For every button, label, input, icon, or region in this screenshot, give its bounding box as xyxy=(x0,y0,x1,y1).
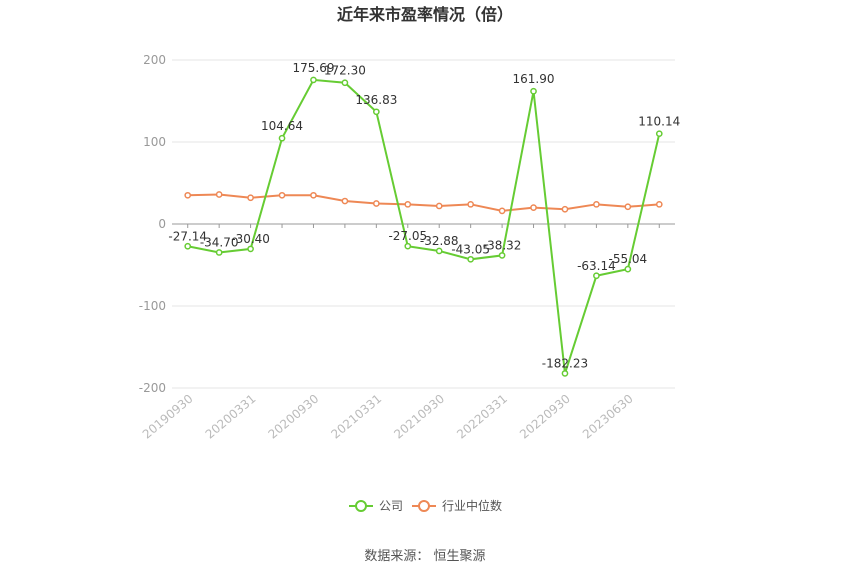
data-point-company[interactable] xyxy=(593,272,600,280)
x-tick-label: 20190930 xyxy=(140,392,196,442)
data-point-industry-median[interactable] xyxy=(624,203,632,211)
data-point-company[interactable] xyxy=(561,370,569,377)
data-point-company[interactable] xyxy=(184,242,192,250)
legend-item-industry-median[interactable]: 行业中位数 xyxy=(412,498,502,513)
x-tick-label: 20220331 xyxy=(454,392,510,442)
data-point-industry-median[interactable] xyxy=(593,200,600,208)
data-label: -27.05 xyxy=(388,229,427,243)
data-point-company[interactable] xyxy=(247,245,254,253)
series-line-company xyxy=(187,78,661,374)
data-point-industry-median[interactable] xyxy=(184,191,192,199)
chart-title: 近年来市盈率情况（倍） xyxy=(337,5,513,24)
data-point-industry-median[interactable] xyxy=(341,197,349,205)
data-label: -43.05 xyxy=(451,242,490,256)
x-tick-label: 20200331 xyxy=(203,392,259,442)
series-line-industry-median xyxy=(187,193,660,212)
data-label: 172.30 xyxy=(324,64,366,78)
x-axis: 20190930 20200331 20200930 20210331 20210930… xyxy=(140,224,660,442)
x-tick-label: 20230630 xyxy=(580,392,636,442)
data-point-company[interactable] xyxy=(624,265,632,273)
x-tick-label: 20210930 xyxy=(391,392,447,442)
x-tick-label: 20210331 xyxy=(328,392,384,442)
data-label: 175.69 xyxy=(292,61,334,75)
data-point-company[interactable] xyxy=(530,87,537,95)
legend-marker-industry-median xyxy=(418,500,430,512)
legend-label-industry-median: 行业中位数 xyxy=(442,498,502,513)
data-point-industry-median[interactable] xyxy=(278,191,286,199)
data-point-industry-median[interactable] xyxy=(561,205,569,213)
y-tick-label: -100 xyxy=(139,299,166,313)
data-label: -63.14 xyxy=(577,259,616,273)
x-tick-label: 20220930 xyxy=(517,392,573,442)
data-point-company[interactable] xyxy=(498,252,506,259)
data-label: -30.40 xyxy=(231,232,270,246)
data-label: 136.83 xyxy=(355,93,397,107)
y-tick-label: -200 xyxy=(139,381,166,395)
data-point-company[interactable] xyxy=(341,79,349,87)
y-tick-label: 0 xyxy=(158,217,166,231)
data-point-company[interactable] xyxy=(215,249,223,256)
data-point-company[interactable] xyxy=(278,134,286,142)
data-point-industry-median[interactable] xyxy=(655,200,663,208)
data-point-company[interactable] xyxy=(435,247,443,255)
data-label: 161.90 xyxy=(513,72,555,86)
y-axis: 200 100 0 -100 -200 xyxy=(139,53,166,395)
data-point-company[interactable] xyxy=(655,130,663,138)
y-tick-label: 100 xyxy=(143,135,166,149)
data-label: -55.04 xyxy=(609,252,648,266)
data-point-industry-median[interactable] xyxy=(467,200,475,208)
legend: 公司 行业中位数 xyxy=(349,498,502,513)
series-layer xyxy=(184,76,663,377)
grid-lines xyxy=(172,59,675,389)
legend-marker-company xyxy=(355,500,367,512)
data-point-company[interactable] xyxy=(404,242,412,250)
data-label: -27.14 xyxy=(168,229,207,243)
data-point-industry-median[interactable] xyxy=(530,204,537,211)
data-source: 数据来源： 恒生聚源 xyxy=(364,549,485,564)
data-point-industry-median[interactable] xyxy=(404,200,412,208)
data-point-industry-median[interactable] xyxy=(247,194,254,202)
data-point-company[interactable] xyxy=(310,76,317,84)
legend-item-company[interactable]: 公司 xyxy=(349,499,403,513)
data-point-industry-median[interactable] xyxy=(372,200,380,207)
data-point-company[interactable] xyxy=(467,255,475,263)
data-label: -38.32 xyxy=(483,238,522,252)
data-point-industry-median[interactable] xyxy=(215,191,223,198)
data-label: 110.14 xyxy=(638,115,680,129)
data-label: -32.88 xyxy=(420,234,459,248)
data-label: -182.23 xyxy=(542,356,588,370)
y-tick-label: 200 xyxy=(143,53,166,67)
data-label: -34.70 xyxy=(200,235,239,249)
data-point-industry-median[interactable] xyxy=(498,207,506,215)
x-tick-label: 20200930 xyxy=(266,392,322,442)
data-point-industry-median[interactable] xyxy=(310,191,317,199)
legend-label-company: 公司 xyxy=(379,499,403,513)
data-point-company[interactable] xyxy=(372,108,380,116)
data-label: 104.64 xyxy=(261,119,303,133)
data-point-industry-median[interactable] xyxy=(435,202,443,210)
